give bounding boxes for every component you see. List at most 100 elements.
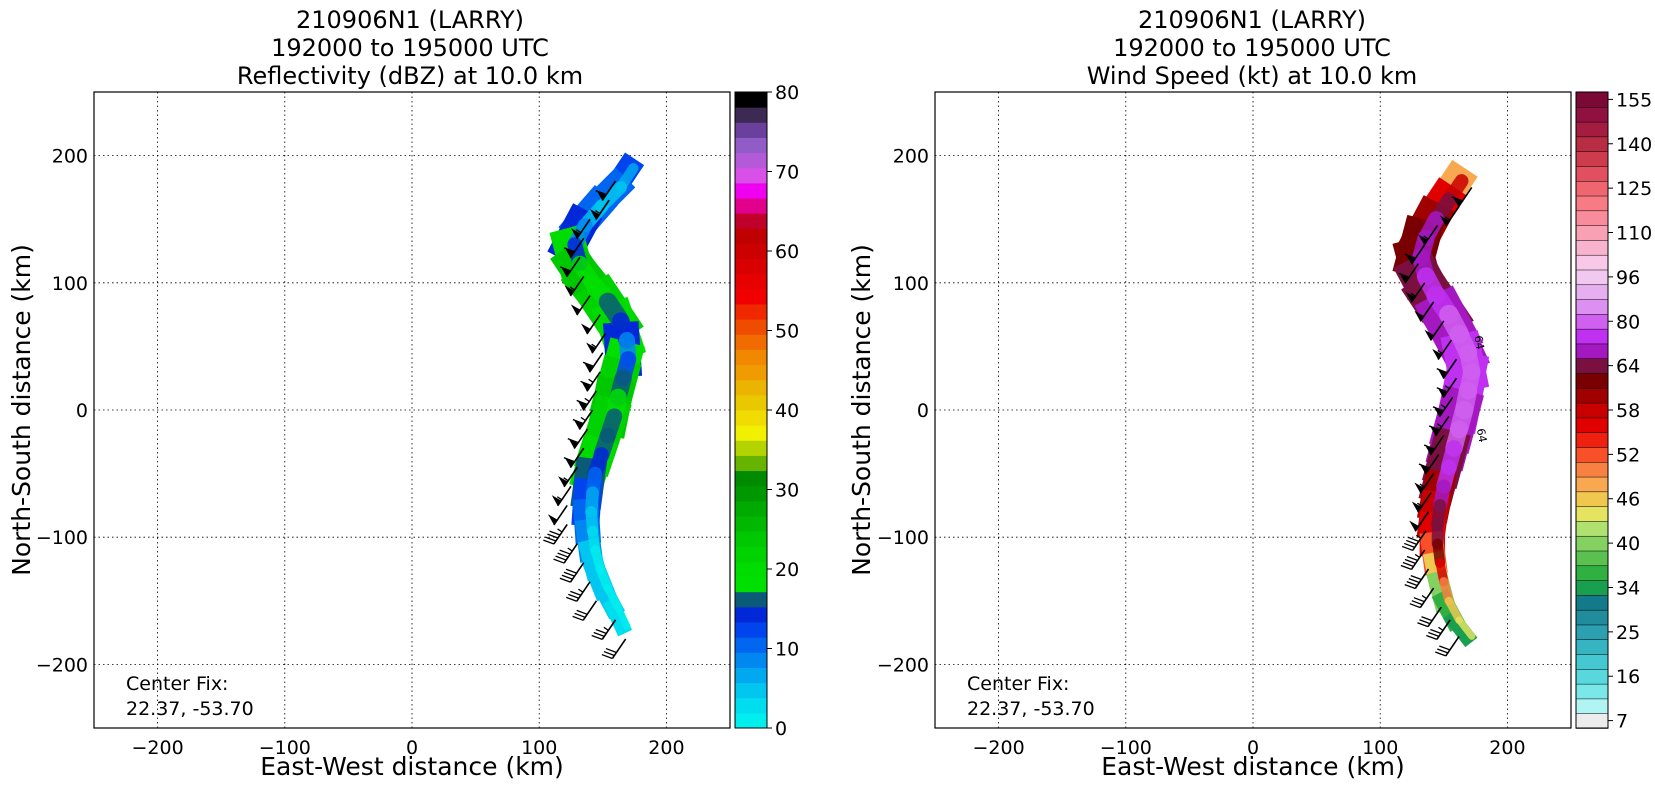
y-tick-label: 100 — [893, 273, 929, 295]
colorbar-bin — [1575, 712, 1609, 729]
wind-barb — [551, 485, 572, 507]
wind-barb — [547, 504, 568, 526]
barb-flag — [580, 380, 592, 386]
colorbar-bin — [1575, 476, 1609, 493]
barb-pennant — [1411, 501, 1422, 513]
wind-barb — [589, 199, 610, 221]
barb-pennant — [564, 285, 575, 296]
barb-flag — [582, 361, 594, 367]
colorbar-label: 20 — [775, 559, 799, 581]
colorbar-bin — [1575, 535, 1609, 552]
colorbar-label: 40 — [775, 400, 799, 422]
center-fix-value: 22.37, -53.70 — [967, 698, 1095, 720]
wind-barb — [1404, 244, 1426, 265]
colorbar-bin — [1575, 254, 1609, 271]
barb-pennant — [1414, 482, 1424, 494]
barb-flag — [572, 615, 584, 621]
barb-flag — [549, 530, 561, 536]
contour-label: 64 — [1474, 427, 1489, 443]
colorbar-bin — [735, 485, 767, 502]
colorbar-bin — [735, 213, 767, 229]
barb-half-flag — [1436, 423, 1443, 428]
barb-flag — [572, 419, 584, 425]
barb-flag — [568, 593, 580, 599]
barb-half-flag — [576, 229, 582, 234]
wind-barb — [1400, 549, 1426, 571]
barb-pennant — [1437, 367, 1447, 379]
colorbar-bin — [735, 546, 767, 562]
x-tick-label: 200 — [648, 737, 684, 759]
x-tick-label: 200 — [1489, 737, 1525, 759]
barb-half-flag — [1440, 404, 1446, 409]
y-tick-label: 200 — [893, 146, 929, 168]
colorbar-bin — [1575, 402, 1609, 419]
barb-half-flag — [567, 547, 573, 552]
colorbar-bin — [735, 334, 767, 350]
wind-barb — [1405, 282, 1426, 303]
colorbar-bin — [735, 167, 767, 184]
colorbar-bin — [1575, 357, 1609, 374]
barb-flag — [1403, 542, 1415, 548]
barb-flag — [553, 558, 565, 564]
center-fix-label: Center Fix: — [967, 673, 1069, 695]
colorbar-bin — [735, 394, 767, 411]
wind-barb — [1414, 301, 1435, 322]
barb-shaft — [578, 409, 594, 430]
center-fix-label: Center Fix: — [126, 673, 228, 695]
colorbar-bin — [735, 425, 767, 441]
wind-barb — [1439, 206, 1460, 227]
colorbar-bin — [1575, 683, 1609, 700]
colorbar-label: 34 — [1616, 577, 1640, 599]
barb-flag — [1404, 558, 1416, 565]
barb-flag — [1404, 253, 1416, 259]
colorbar-bin — [1575, 150, 1609, 167]
colorbar-bin — [1575, 668, 1609, 685]
wind-barb — [572, 600, 598, 621]
barb-half-flag — [595, 210, 601, 215]
colorbar-bin — [1575, 239, 1609, 256]
contour-label: 64 — [1471, 334, 1486, 350]
colorbar-label: 46 — [1616, 489, 1640, 511]
barb-pennant — [568, 437, 578, 449]
colorbar-label: 0 — [775, 718, 787, 740]
swath-layer — [547, 152, 647, 637]
barb-shaft — [582, 600, 598, 621]
colorbar: 0 10 20 30 40 50 60 70 80 — [734, 82, 799, 740]
barb-pennant — [570, 304, 581, 316]
colorbar-bin — [735, 364, 767, 381]
colorbar-bin — [1575, 165, 1609, 182]
colorbar-bin — [1575, 417, 1609, 433]
barb-flag — [1406, 539, 1418, 545]
chart-title-line3: Reflectivity (dBZ) at 10.0 km — [237, 62, 583, 90]
barb-half-flag — [603, 626, 609, 631]
colorbar-bin — [1575, 343, 1609, 359]
barb-shaft — [1404, 263, 1420, 284]
barb-pennant — [583, 361, 594, 373]
colorbar-bin — [735, 697, 767, 714]
barb-shaft — [1445, 206, 1460, 227]
barb-shaft — [601, 619, 617, 640]
colorbar-bin — [1575, 195, 1609, 212]
barb-pennant — [1399, 272, 1409, 284]
colorbar-label: 125 — [1616, 178, 1652, 200]
colorbar-label: 60 — [775, 241, 799, 263]
barb-flag — [1419, 619, 1431, 625]
barb-half-flag — [1437, 349, 1443, 355]
wind-barb — [1414, 473, 1435, 494]
wind-barb — [1432, 339, 1453, 360]
x-tick-label: 100 — [521, 737, 557, 759]
colorbar-bin — [735, 591, 767, 608]
barb-pennant — [581, 380, 591, 392]
x-tick-label: −100 — [1100, 737, 1152, 759]
x-tick-labels: −200 −100 0 100 200 — [973, 737, 1526, 759]
barb-flag — [1436, 387, 1448, 393]
plot-frame — [93, 91, 731, 729]
y-axis-label: North-South distance (km) — [847, 244, 876, 576]
wind-barb — [601, 638, 627, 660]
wind-barbs — [1398, 186, 1473, 657]
colorbar-bin — [1575, 594, 1609, 611]
swath-core-segment — [614, 603, 631, 630]
colorbar-bin — [735, 273, 767, 290]
barb-pennant — [1405, 253, 1416, 265]
